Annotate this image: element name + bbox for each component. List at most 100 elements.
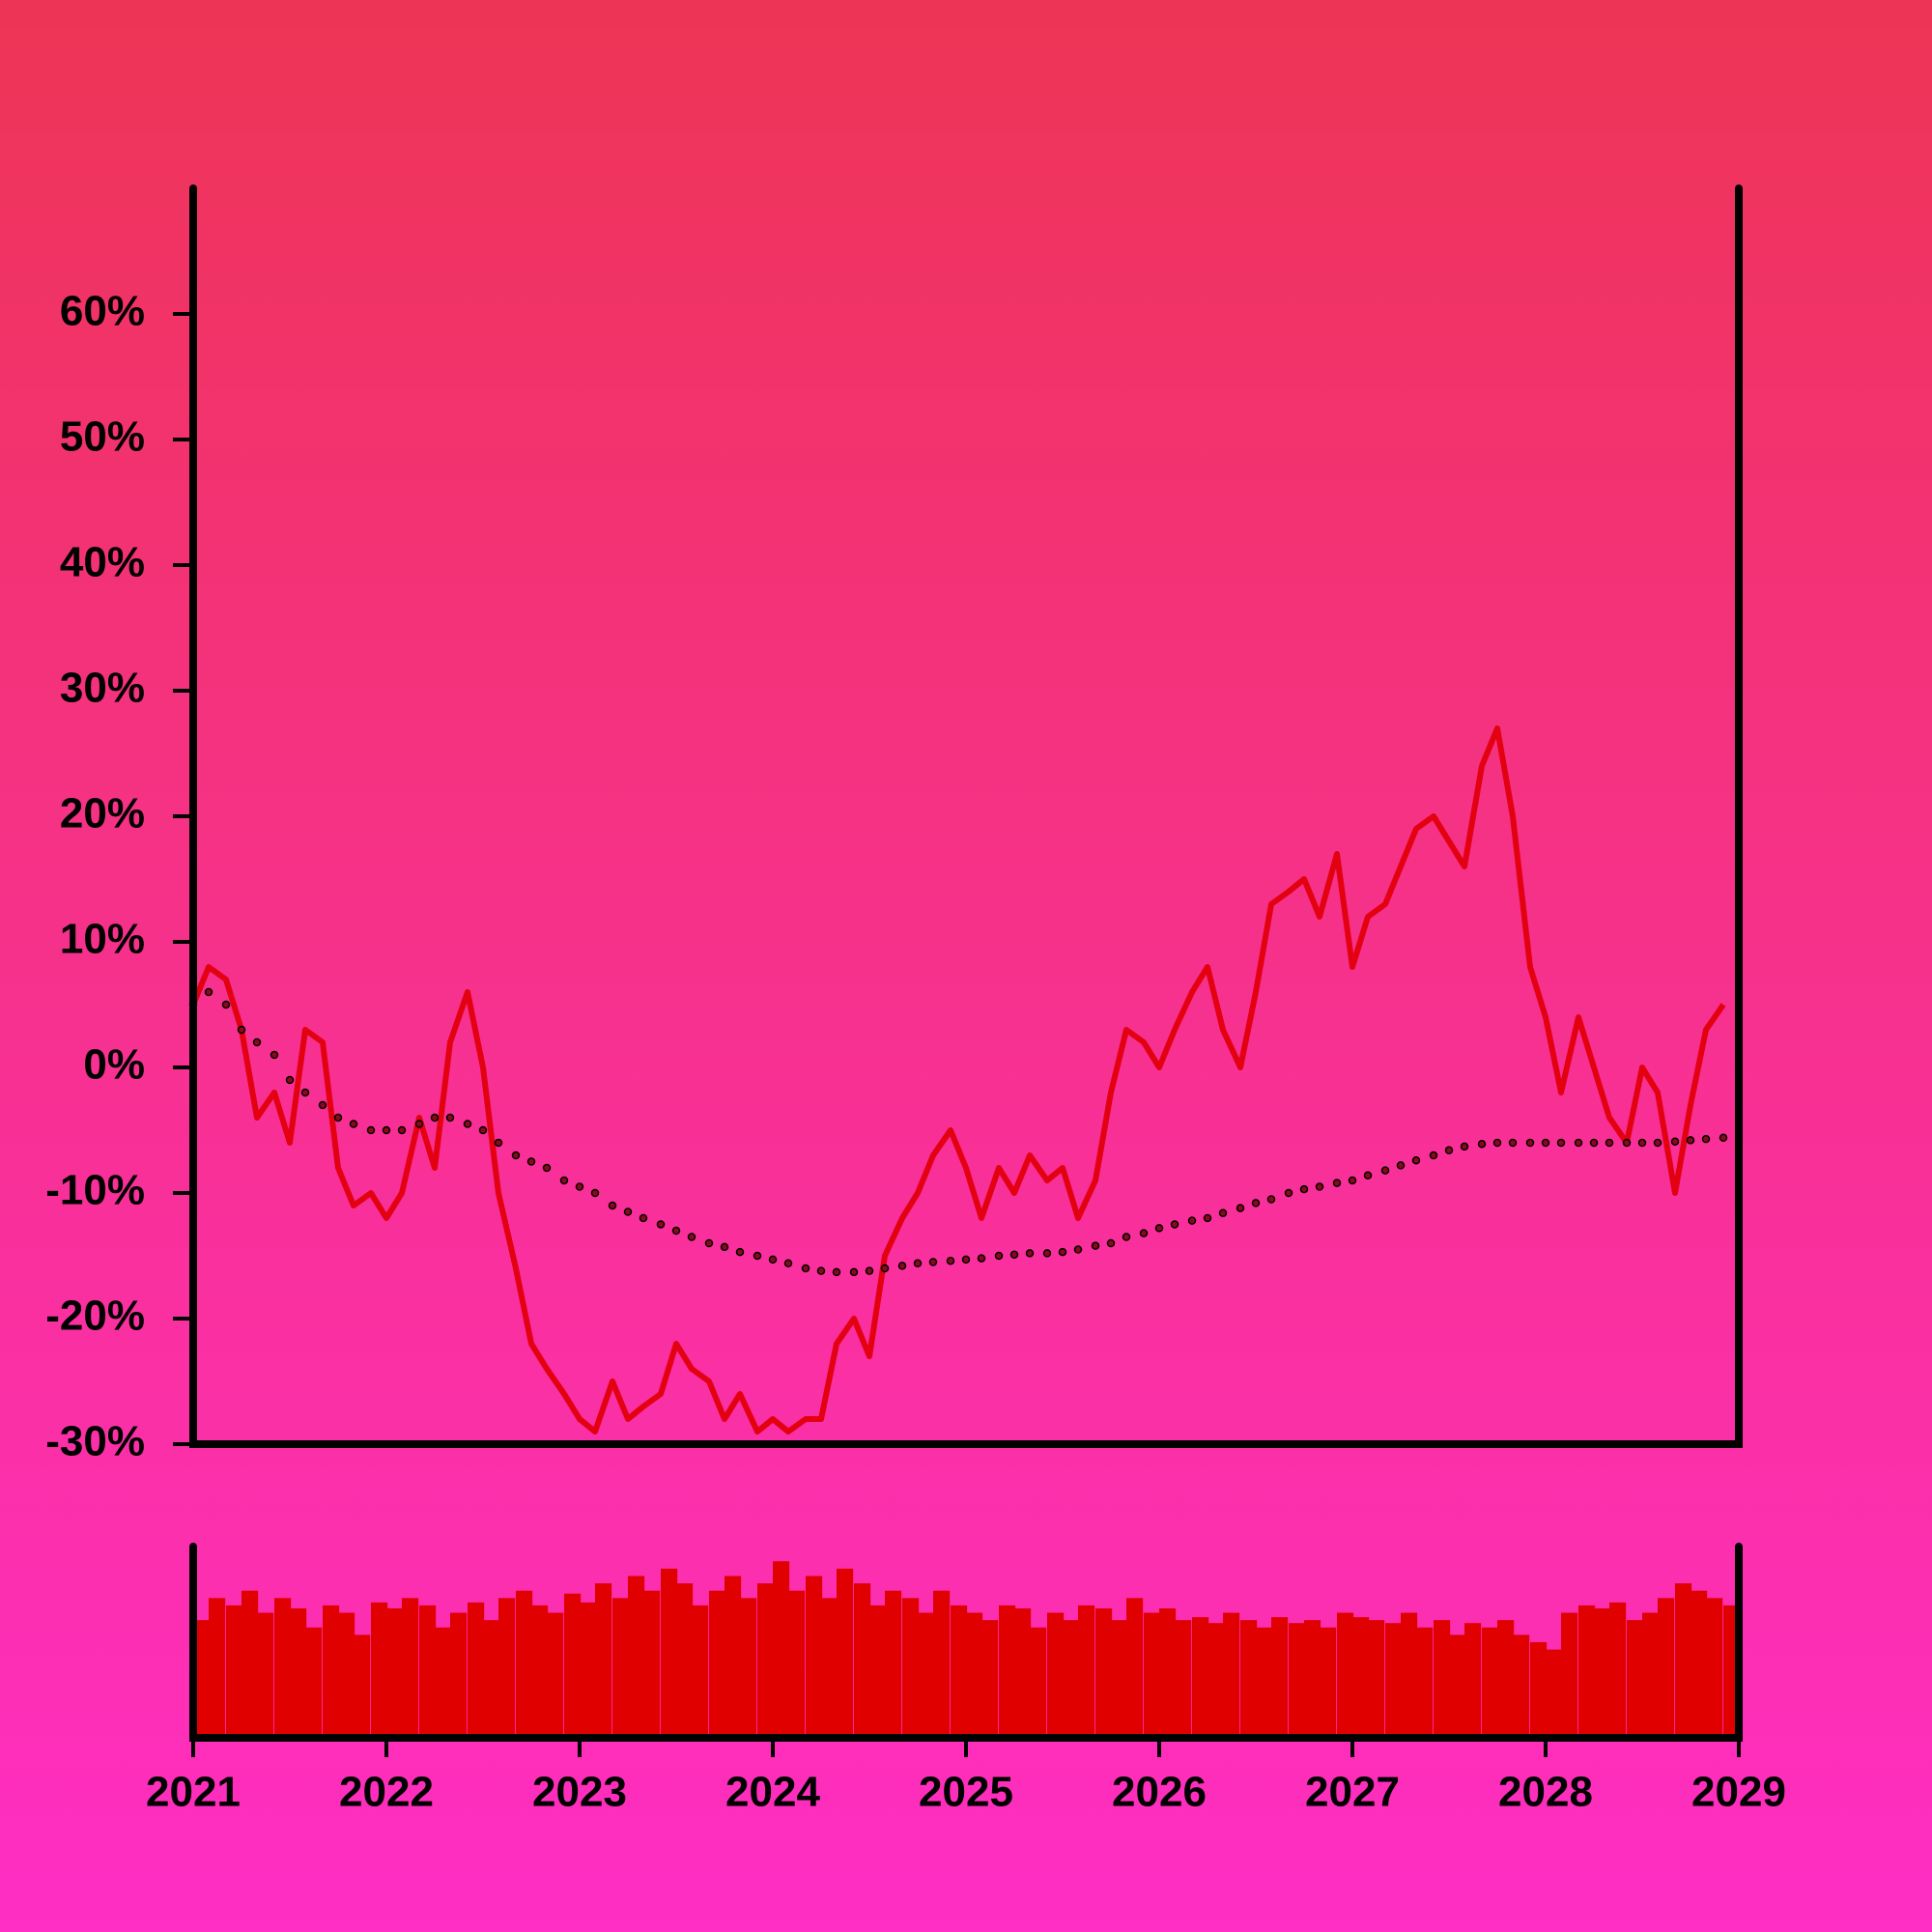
volume-bar — [1126, 1598, 1144, 1738]
moving-average-dot — [1009, 1250, 1019, 1259]
volume-bar — [305, 1627, 323, 1738]
moving-average-dot — [300, 1088, 310, 1097]
moving-average-dot — [1170, 1220, 1179, 1229]
x-tick-label: 2029 — [1691, 1769, 1786, 1816]
moving-average-dot — [1460, 1142, 1469, 1151]
moving-average-dot — [1058, 1247, 1067, 1257]
volume-bar — [242, 1590, 259, 1738]
moving-average-dot — [994, 1251, 1004, 1261]
volume-bar — [1256, 1627, 1273, 1738]
moving-average-dot — [1025, 1249, 1035, 1258]
volume-bar — [371, 1602, 388, 1738]
volume-bar — [709, 1590, 726, 1738]
volume-bar — [1385, 1623, 1403, 1738]
volume-bar — [788, 1590, 806, 1738]
moving-average-dot — [639, 1213, 648, 1223]
moving-average-dot — [897, 1262, 907, 1270]
volume-bar — [1352, 1617, 1370, 1738]
volume-bar — [468, 1602, 485, 1738]
moving-average-dot — [865, 1266, 874, 1275]
volume-bar — [402, 1598, 419, 1738]
volume-bar — [1594, 1607, 1611, 1738]
price-line — [190, 725, 1726, 1435]
volume-bar — [209, 1598, 226, 1738]
volume-bar — [290, 1607, 307, 1738]
moving-average-dot — [1637, 1138, 1647, 1148]
volume-bar — [676, 1583, 694, 1738]
moving-average-dot — [1122, 1233, 1131, 1241]
y-tick-label: 50% — [60, 413, 145, 461]
moving-average-dot — [590, 1188, 600, 1198]
volume-bar — [1063, 1620, 1080, 1738]
moving-average-dot — [946, 1256, 955, 1265]
moving-average-dot — [1073, 1245, 1083, 1254]
volume-bar — [483, 1620, 500, 1738]
moving-average-dot — [1106, 1238, 1116, 1248]
volume-bar — [386, 1607, 404, 1738]
y-tick-label: -30% — [45, 1418, 145, 1465]
moving-average-dot — [1284, 1188, 1293, 1198]
volume-bar — [806, 1576, 823, 1738]
moving-average-dot — [478, 1125, 488, 1135]
x-tick-label: 2021 — [146, 1769, 241, 1816]
volume-bar — [580, 1602, 597, 1738]
moving-average-dot — [1236, 1204, 1245, 1212]
volume-bar — [757, 1583, 775, 1738]
moving-average-dot — [1477, 1140, 1487, 1149]
moving-average-dot — [608, 1201, 617, 1210]
moving-average-dot — [1139, 1229, 1149, 1237]
moving-average-dot — [1525, 1138, 1535, 1148]
y-tick-label: 40% — [60, 539, 145, 586]
moving-average-dot — [816, 1266, 826, 1275]
moving-average-dot — [1589, 1138, 1599, 1148]
volume-bar — [1482, 1627, 1499, 1738]
moving-average-dot — [1154, 1224, 1164, 1233]
moving-average-dot — [1574, 1138, 1583, 1148]
moving-average-dot — [445, 1113, 455, 1122]
volume-bar — [1078, 1605, 1095, 1738]
volume-bar — [1240, 1620, 1258, 1738]
moving-average-dot — [414, 1120, 424, 1128]
volume-bar — [338, 1612, 355, 1738]
volume-bar — [1658, 1598, 1675, 1738]
volume-bar — [1627, 1620, 1644, 1738]
x-tick-label: 2023 — [532, 1769, 627, 1816]
moving-average-dot — [1492, 1138, 1502, 1148]
y-tick-label: -10% — [45, 1167, 145, 1214]
moving-average-dot — [542, 1163, 552, 1173]
moving-average-dot — [1508, 1138, 1518, 1148]
moving-average-dot — [1315, 1182, 1324, 1191]
volume-bar — [435, 1627, 452, 1738]
volume-bar — [1690, 1590, 1708, 1738]
volume-bar — [1271, 1617, 1289, 1738]
volume-bar — [1192, 1617, 1209, 1738]
moving-average-dot — [1686, 1136, 1695, 1145]
y-tick-label: -20% — [45, 1293, 145, 1340]
volume-bar — [902, 1598, 920, 1738]
moving-average-dot — [928, 1258, 938, 1266]
volume-bar — [999, 1605, 1016, 1738]
volume-bar — [1368, 1620, 1385, 1738]
volume-bar — [951, 1605, 968, 1738]
moving-average-dot — [1429, 1151, 1438, 1160]
moving-average-dot — [1299, 1184, 1309, 1194]
moving-average-dot — [1380, 1166, 1390, 1175]
moving-average-dot — [494, 1138, 503, 1148]
volume-bar — [1337, 1612, 1354, 1738]
volume-bar — [1642, 1612, 1660, 1738]
volume-bar — [1434, 1620, 1451, 1738]
volume-bar — [885, 1590, 902, 1738]
moving-average-dot — [880, 1264, 890, 1273]
moving-average-dot — [656, 1220, 666, 1229]
moving-average-dot — [1653, 1138, 1662, 1148]
volume-bar — [854, 1583, 871, 1738]
volume-bar — [498, 1598, 516, 1738]
moving-average-dot — [671, 1226, 681, 1236]
volume-bar — [257, 1612, 274, 1738]
volume-bar — [1144, 1612, 1161, 1738]
volume-bar — [1609, 1602, 1627, 1738]
moving-average-dot — [318, 1100, 327, 1110]
volume-bar — [740, 1598, 757, 1738]
volume-bar — [966, 1612, 983, 1738]
